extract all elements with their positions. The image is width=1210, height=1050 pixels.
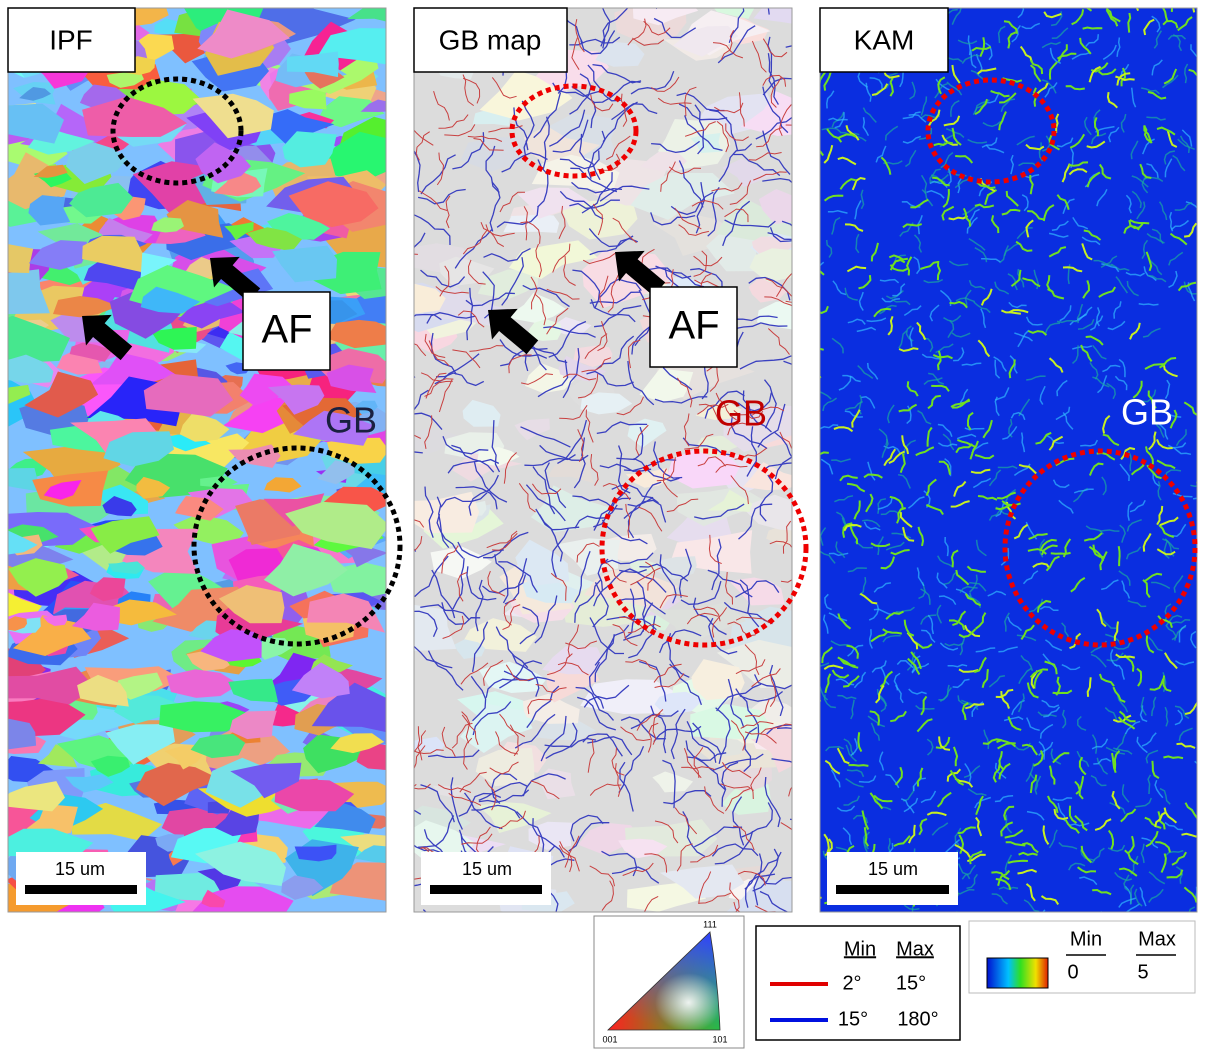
scale-label: 15 um bbox=[868, 859, 918, 879]
kam-colorbar bbox=[987, 958, 1048, 988]
kam-high bbox=[1119, 546, 1120, 566]
panel-label: IPF bbox=[49, 24, 93, 55]
figure: IPF GB map KAM AF AF GB GB GB 15 um 15 u… bbox=[0, 0, 1210, 1050]
gb-label: GB bbox=[1121, 392, 1173, 433]
grain bbox=[295, 845, 337, 862]
ipf-corner-label: 111 bbox=[703, 919, 717, 929]
kam-map bbox=[802, 0, 1210, 923]
scale-label: 15 um bbox=[462, 859, 512, 879]
low-angle-boundary bbox=[385, 249, 418, 255]
kam-speckle bbox=[965, 428, 985, 430]
scale-label: 15 um bbox=[55, 859, 105, 879]
kam-high bbox=[1051, 553, 1071, 554]
scale-bar bbox=[25, 885, 137, 894]
gb-label: GB bbox=[715, 393, 767, 434]
af-label: AF bbox=[668, 304, 719, 348]
ipf-corner-label: 101 bbox=[712, 1034, 727, 1044]
legend-header: Min bbox=[1070, 928, 1102, 950]
ipf-corner-label: 001 bbox=[602, 1034, 617, 1044]
scale-bar bbox=[430, 885, 542, 894]
kam-high bbox=[802, 896, 821, 899]
kam-high bbox=[849, 765, 869, 766]
panel-label: GB map bbox=[439, 24, 542, 55]
gb-map bbox=[364, 0, 844, 943]
scale-bar bbox=[836, 885, 949, 894]
kam-high bbox=[1196, 476, 1210, 483]
af-label: AF bbox=[261, 308, 312, 352]
legend-value: 15° bbox=[838, 1008, 868, 1030]
high-angle-boundary bbox=[423, 910, 462, 943]
legend-value: 5 bbox=[1137, 961, 1148, 983]
kam-high bbox=[808, 686, 820, 702]
kam-high bbox=[803, 377, 822, 380]
panel-label: KAM bbox=[854, 24, 915, 55]
high-angle-boundary bbox=[656, 0, 688, 9]
legend-header: Max bbox=[1138, 928, 1176, 950]
legend-value: 0 bbox=[1067, 961, 1078, 983]
kam-high bbox=[1083, 28, 1103, 29]
legend-header: Max bbox=[896, 938, 934, 960]
low-angle-boundary bbox=[390, 784, 417, 804]
ipf-map bbox=[0, 0, 448, 932]
legend-value: 180° bbox=[897, 1008, 938, 1030]
legend-value: 2° bbox=[842, 972, 861, 994]
gb-label: GB bbox=[325, 400, 377, 441]
legend-value: 15° bbox=[896, 972, 926, 994]
legend-header: Min bbox=[844, 938, 876, 960]
